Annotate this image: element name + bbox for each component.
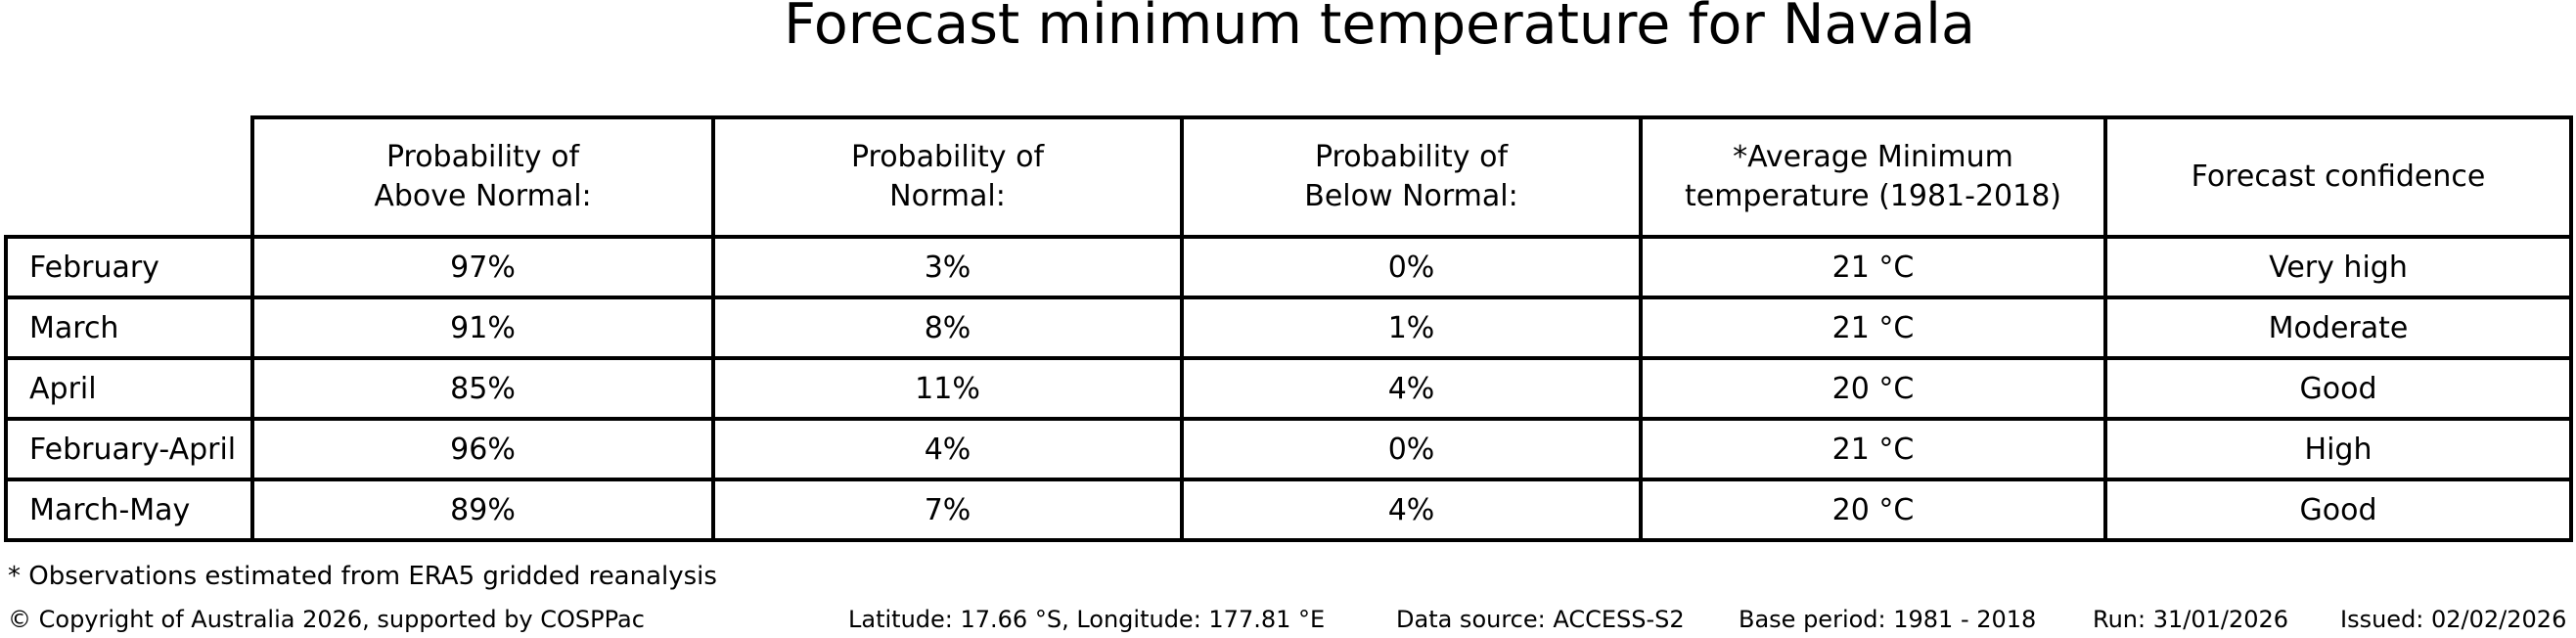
column-header-normal: Probability of Normal: bbox=[711, 115, 1184, 239]
table-cell: High bbox=[2103, 417, 2573, 481]
table-row-february: February 97% 3% 0% 21 °C Very high bbox=[4, 235, 2573, 299]
table-cell: 3% bbox=[711, 235, 1184, 299]
table-cell: 11% bbox=[711, 356, 1184, 421]
column-header-above-normal: Probability of Above Normal: bbox=[250, 115, 715, 239]
table-cell: 20 °C bbox=[1639, 478, 2107, 542]
observations-footnote: * Observations estimated from ERA5 gridd… bbox=[8, 562, 717, 591]
table-cell: 97% bbox=[250, 235, 715, 299]
table-cell: 0% bbox=[1180, 235, 1643, 299]
table-cell: 21 °C bbox=[1639, 235, 2107, 299]
table-cell: 89% bbox=[250, 478, 715, 542]
row-label: March-May bbox=[4, 478, 254, 542]
footer-bar: © Copyright of Australia 2026, supported… bbox=[0, 605, 2576, 638]
table-row-february-april: February-April 96% 4% 0% 21 °C High bbox=[4, 417, 2573, 481]
table-header-row: Probability of Above Normal: Probability… bbox=[6, 115, 2573, 239]
table-cell: Very high bbox=[2103, 235, 2573, 299]
column-header-forecast-confidence: Forecast confidence bbox=[2103, 115, 2573, 239]
table-cell: 8% bbox=[711, 296, 1184, 360]
row-label: April bbox=[4, 356, 254, 421]
table-cell: 4% bbox=[1180, 478, 1643, 542]
column-header-below-normal: Probability of Below Normal: bbox=[1180, 115, 1643, 239]
row-label: February-April bbox=[4, 417, 254, 481]
row-label: March bbox=[4, 296, 254, 360]
table-row-march-may: March-May 89% 7% 4% 20 °C Good bbox=[4, 478, 2573, 542]
table-cell: 21 °C bbox=[1639, 417, 2107, 481]
table-cell: 20 °C bbox=[1639, 356, 2107, 421]
copyright-text: © Copyright of Australia 2026, supported… bbox=[8, 606, 645, 633]
table-cell: 0% bbox=[1180, 417, 1643, 481]
location-text: Latitude: 17.66 °S, Longitude: 177.81 °E bbox=[848, 606, 1326, 633]
table-cell: 21 °C bbox=[1639, 296, 2107, 360]
issued-date-text: Issued: 02/02/2026 bbox=[2340, 606, 2567, 633]
column-header-average-minimum: *Average Minimum temperature (1981-2018) bbox=[1639, 115, 2107, 239]
table-row-march: March 91% 8% 1% 21 °C Moderate bbox=[4, 296, 2573, 360]
table-cell: 91% bbox=[250, 296, 715, 360]
table-cell: Good bbox=[2103, 478, 2573, 542]
row-label: February bbox=[4, 235, 254, 299]
table-cell: 4% bbox=[711, 417, 1184, 481]
table-cell: 7% bbox=[711, 478, 1184, 542]
table-cell: Good bbox=[2103, 356, 2573, 421]
forecast-table: Probability of Above Normal: Probability… bbox=[4, 115, 2573, 542]
table-cell: 1% bbox=[1180, 296, 1643, 360]
base-period-text: Base period: 1981 - 2018 bbox=[1739, 606, 2037, 633]
table-cell: 4% bbox=[1180, 356, 1643, 421]
table-cell: 85% bbox=[250, 356, 715, 421]
table-cell: 96% bbox=[250, 417, 715, 481]
table-cell: Moderate bbox=[2103, 296, 2573, 360]
table-row-april: April 85% 11% 4% 20 °C Good bbox=[4, 356, 2573, 421]
run-date-text: Run: 31/01/2026 bbox=[2093, 606, 2289, 633]
data-source-text: Data source: ACCESS-S2 bbox=[1396, 606, 1685, 633]
corner-cell bbox=[6, 117, 252, 237]
page-title: Forecast minimum temperature for Navala bbox=[784, 0, 1975, 57]
